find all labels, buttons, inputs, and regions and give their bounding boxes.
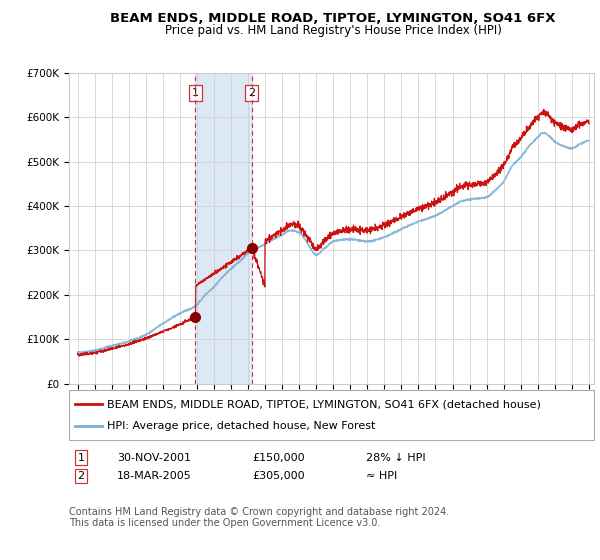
Text: ≈ HPI: ≈ HPI xyxy=(366,471,397,481)
Text: 2: 2 xyxy=(248,88,255,98)
Text: BEAM ENDS, MIDDLE ROAD, TIPTOE, LYMINGTON, SO41 6FX (detached house): BEAM ENDS, MIDDLE ROAD, TIPTOE, LYMINGTO… xyxy=(107,399,541,409)
Text: Price paid vs. HM Land Registry's House Price Index (HPI): Price paid vs. HM Land Registry's House … xyxy=(164,24,502,37)
Text: 28% ↓ HPI: 28% ↓ HPI xyxy=(366,452,425,463)
Text: £305,000: £305,000 xyxy=(252,471,305,481)
Text: 1: 1 xyxy=(192,88,199,98)
Text: 30-NOV-2001: 30-NOV-2001 xyxy=(117,452,191,463)
Text: £150,000: £150,000 xyxy=(252,452,305,463)
Text: 2: 2 xyxy=(77,471,85,481)
Text: BEAM ENDS, MIDDLE ROAD, TIPTOE, LYMINGTON, SO41 6FX: BEAM ENDS, MIDDLE ROAD, TIPTOE, LYMINGTO… xyxy=(110,12,556,25)
Bar xyxy=(196,73,252,384)
Text: 1: 1 xyxy=(77,452,85,463)
Text: 18-MAR-2005: 18-MAR-2005 xyxy=(117,471,192,481)
Text: HPI: Average price, detached house, New Forest: HPI: Average price, detached house, New … xyxy=(107,421,375,431)
Text: Contains HM Land Registry data © Crown copyright and database right 2024.
This d: Contains HM Land Registry data © Crown c… xyxy=(69,507,449,529)
